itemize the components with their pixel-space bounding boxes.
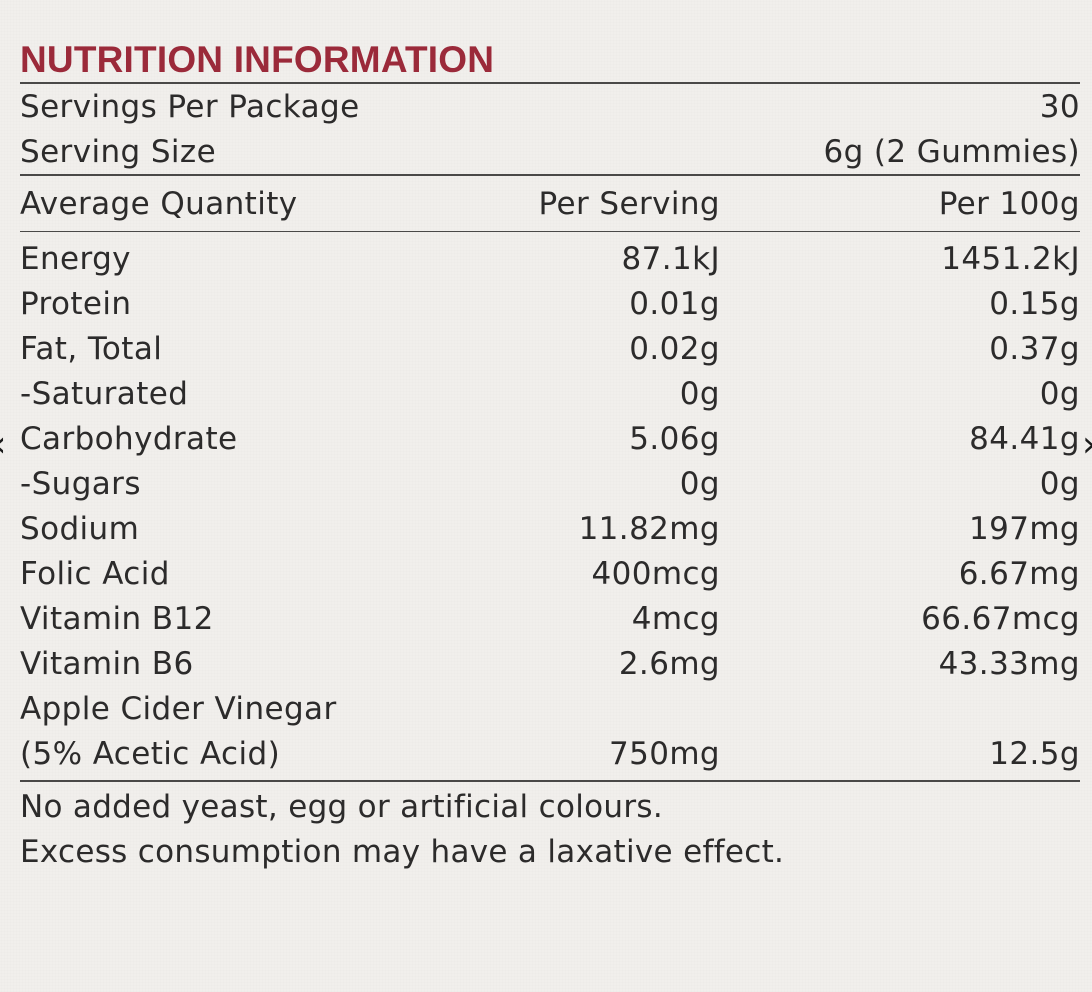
header-top-divider: [20, 174, 1080, 176]
previous-image-button[interactable]: ‹: [0, 425, 12, 465]
table-row: Sodium 11.82mg 197mg: [20, 506, 1080, 551]
per-100g-value: 6.67mg: [958, 555, 1080, 592]
per-100g-value: 84.41g: [969, 420, 1080, 457]
nutrient-name: Sodium: [20, 510, 140, 547]
per-100g-value: 1451.2kJ: [941, 240, 1080, 277]
nutrient-name: Folic Acid: [20, 555, 170, 592]
table-row: Energy 87.1kJ 1451.2kJ: [20, 236, 1080, 281]
nutrient-table-body: Energy 87.1kJ 1451.2kJ Protein 0.01g 0.1…: [20, 232, 1080, 780]
header-bottom-divider: [20, 231, 1080, 232]
column-header-quantity: Average Quantity: [20, 185, 298, 222]
nutrition-panel: NUTRITION INFORMATION Servings Per Packa…: [20, 36, 1080, 875]
per-100g-value: 197mg: [968, 510, 1080, 547]
nutrient-name: Apple Cider Vinegar: [20, 690, 337, 727]
table-row: Vitamin B6 2.6mg 43.33mg: [20, 641, 1080, 686]
serving-size-value: 6g (2 Gummies): [823, 133, 1080, 170]
per-serving-value: 5.06g: [629, 420, 720, 457]
per-100g-value: 43.33mg: [938, 645, 1080, 682]
per-serving-value: 750mg: [608, 735, 720, 772]
column-header-per-serving: Per Serving: [538, 185, 720, 222]
per-100g-value: 0g: [1039, 375, 1080, 412]
per-100g-value: 0g: [1039, 465, 1080, 502]
per-100g-value: 66.67mcg: [921, 600, 1080, 637]
nutrient-name: -Sugars: [20, 465, 141, 502]
column-header-per-100g: Per 100g: [938, 185, 1080, 222]
next-image-button[interactable]: ›: [1080, 425, 1092, 465]
per-100g-value: 12.5g: [989, 735, 1080, 772]
per-serving-value: 400mcg: [591, 555, 720, 592]
per-100g-value: 0.37g: [989, 330, 1080, 367]
chevron-left-icon: ‹: [0, 425, 6, 465]
table-row: Fat, Total 0.02g 0.37g: [20, 326, 1080, 371]
nutrient-name: Carbohydrate: [20, 420, 238, 457]
table-row: -Sugars 0g 0g: [20, 461, 1080, 506]
table-row: Protein 0.01g 0.15g: [20, 281, 1080, 326]
per-serving-value: 87.1kJ: [621, 240, 720, 277]
nutrient-name: Energy: [20, 240, 131, 277]
table-row: (5% Acetic Acid) 750mg 12.5g: [20, 731, 1080, 776]
table-row: Folic Acid 400mcg 6.67mg: [20, 551, 1080, 596]
nutrient-name: Vitamin B12: [20, 600, 214, 637]
per-serving-value: 0g: [679, 375, 720, 412]
per-serving-value: 0g: [679, 465, 720, 502]
per-100g-value: 0.15g: [989, 285, 1080, 322]
per-serving-value: 4mcg: [631, 600, 720, 637]
per-serving-value: 0.01g: [629, 285, 720, 322]
table-row: Vitamin B12 4mcg 66.67mcg: [20, 596, 1080, 641]
serving-size-row: Serving Size 6g (2 Gummies): [20, 129, 1080, 174]
servings-per-package-value: 30: [1039, 88, 1080, 125]
per-serving-value: 2.6mg: [618, 645, 720, 682]
column-header-row: Average Quantity Per Serving Per 100g: [20, 176, 1080, 231]
footnote-laxative-warning: Excess consumption may have a laxative e…: [20, 834, 785, 870]
table-row: Carbohydrate 5.06g 84.41g: [20, 416, 1080, 461]
nutrient-name: Vitamin B6: [20, 645, 194, 682]
servings-per-package-row: Servings Per Package 30: [20, 84, 1080, 129]
nutrient-name: (5% Acetic Acid): [20, 735, 281, 772]
chevron-right-icon: ›: [1082, 425, 1092, 465]
panel-title: NUTRITION INFORMATION: [20, 39, 495, 80]
table-row: Apple Cider Vinegar: [20, 686, 1080, 731]
servings-per-package-label: Servings Per Package: [20, 88, 360, 125]
serving-size-label: Serving Size: [20, 133, 217, 170]
per-serving-value: 0.02g: [629, 330, 720, 367]
table-bottom-divider: [20, 780, 1080, 782]
nutrient-name: Fat, Total: [20, 330, 163, 367]
footnotes: No added yeast, egg or artificial colour…: [20, 782, 1080, 875]
nutrient-name: Protein: [20, 285, 132, 322]
table-row: -Saturated 0g 0g: [20, 371, 1080, 416]
footnote-allergens: No added yeast, egg or artificial colour…: [20, 789, 663, 825]
nutrient-name: -Saturated: [20, 375, 189, 412]
per-serving-value: 11.82mg: [578, 510, 720, 547]
title-divider: [20, 82, 1080, 84]
